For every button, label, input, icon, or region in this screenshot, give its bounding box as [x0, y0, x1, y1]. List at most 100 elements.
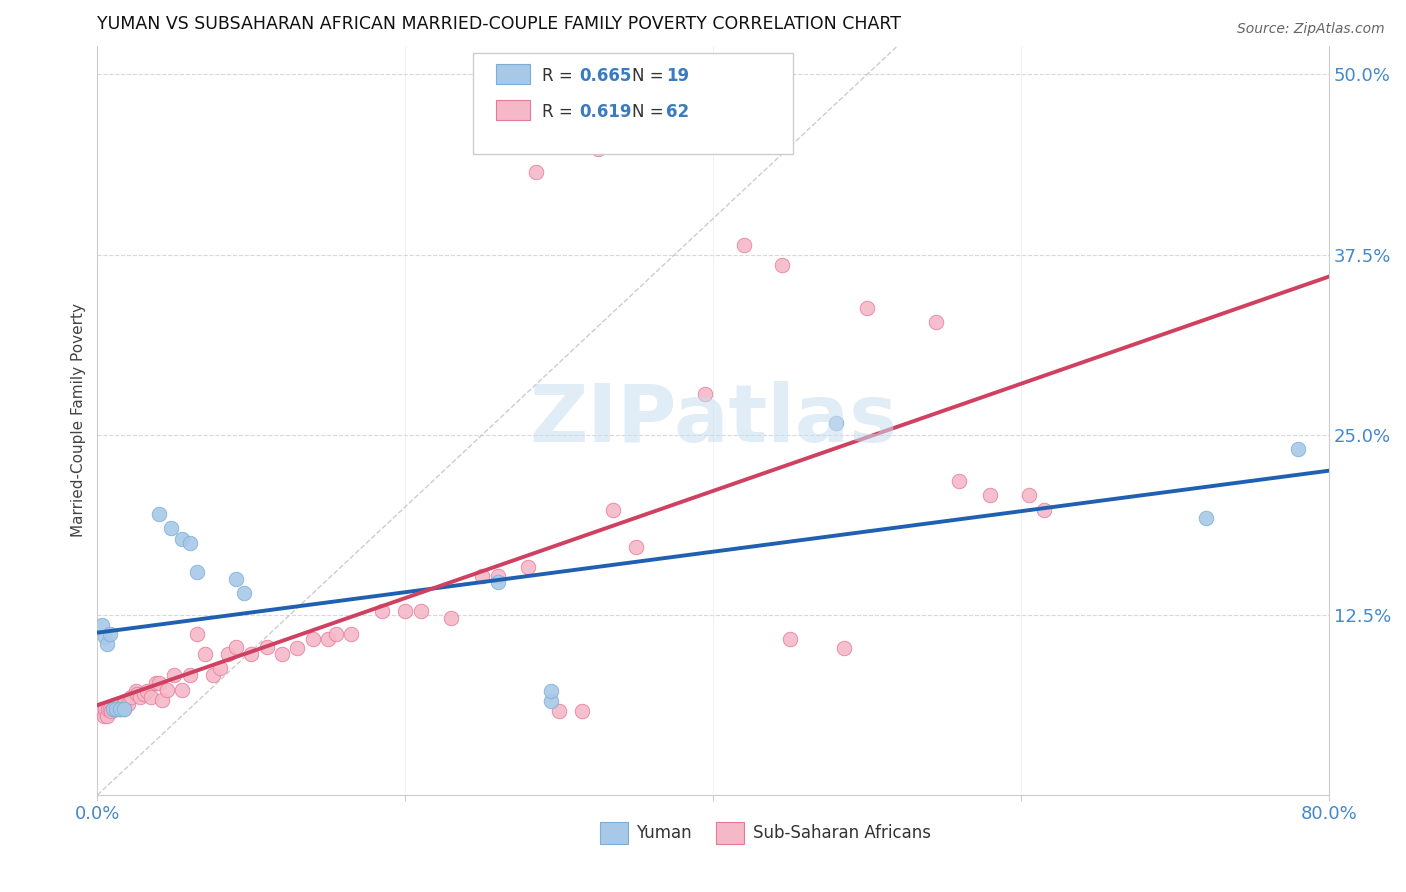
Point — [1018, 488, 1040, 502]
Point — [117, 698, 139, 712]
Point — [179, 536, 201, 550]
Point — [302, 632, 325, 647]
Point — [486, 574, 509, 589]
Text: R =: R = — [541, 67, 578, 85]
Point — [325, 626, 347, 640]
Point — [156, 682, 179, 697]
Point — [471, 569, 494, 583]
Point — [104, 701, 127, 715]
Point — [114, 694, 136, 708]
Point — [194, 647, 217, 661]
Point — [93, 708, 115, 723]
Point — [104, 701, 127, 715]
Point — [440, 611, 463, 625]
Text: Sub-Saharan Africans: Sub-Saharan Africans — [754, 824, 931, 842]
Point — [548, 705, 571, 719]
Point — [856, 301, 879, 315]
Point — [201, 668, 224, 682]
Point — [145, 675, 167, 690]
Point — [89, 705, 111, 719]
Point — [91, 701, 114, 715]
Text: 62: 62 — [666, 103, 689, 120]
Point — [96, 708, 118, 723]
Point — [209, 661, 232, 675]
Point — [98, 626, 121, 640]
Point — [517, 560, 540, 574]
Point — [96, 637, 118, 651]
Text: Yuman: Yuman — [636, 824, 692, 842]
Text: 0.665: 0.665 — [579, 67, 631, 85]
Point — [271, 647, 294, 661]
Text: 0.619: 0.619 — [579, 103, 631, 120]
Point — [540, 694, 562, 708]
Point — [163, 668, 186, 682]
Point — [170, 532, 193, 546]
Point — [240, 647, 263, 661]
Point — [371, 604, 394, 618]
Point — [225, 572, 247, 586]
Point — [110, 701, 132, 715]
Point — [101, 701, 124, 715]
Point — [108, 701, 131, 715]
Point — [232, 586, 254, 600]
Y-axis label: Married-Couple Family Poverty: Married-Couple Family Poverty — [72, 303, 86, 537]
Point — [91, 618, 114, 632]
Point — [1194, 511, 1216, 525]
Point — [1033, 502, 1056, 516]
Point — [111, 698, 134, 713]
Point — [94, 630, 117, 644]
Text: N =: N = — [631, 103, 669, 120]
Point — [186, 565, 208, 579]
Point — [94, 701, 117, 715]
Point — [832, 641, 855, 656]
Point — [779, 632, 801, 647]
Point — [105, 698, 128, 713]
Point — [141, 690, 163, 704]
Point — [948, 474, 970, 488]
Point — [150, 693, 173, 707]
Point — [217, 647, 239, 661]
Point — [103, 701, 125, 715]
Point — [602, 502, 624, 516]
Point — [409, 604, 432, 618]
Point — [127, 687, 149, 701]
Point — [394, 604, 416, 618]
Point — [225, 640, 247, 654]
Point — [571, 705, 593, 719]
Point — [97, 701, 120, 715]
Point — [101, 701, 124, 715]
Text: Source: ZipAtlas.com: Source: ZipAtlas.com — [1237, 22, 1385, 37]
Text: N =: N = — [631, 67, 669, 85]
Text: ZIPatlas: ZIPatlas — [529, 382, 897, 459]
Point — [148, 675, 170, 690]
Point — [179, 668, 201, 682]
FancyBboxPatch shape — [496, 100, 530, 120]
Point — [287, 641, 309, 656]
Point — [524, 165, 547, 179]
Point — [120, 690, 142, 704]
Point — [316, 632, 339, 647]
Point — [170, 682, 193, 697]
Point — [112, 701, 135, 715]
Point — [540, 684, 562, 698]
Point — [340, 626, 363, 640]
Text: R =: R = — [541, 103, 578, 120]
Point — [129, 690, 152, 704]
Point — [486, 569, 509, 583]
Point — [112, 701, 135, 715]
Point — [770, 258, 793, 272]
Point — [135, 684, 157, 698]
FancyBboxPatch shape — [472, 54, 793, 154]
Point — [186, 626, 208, 640]
Point — [256, 640, 278, 654]
Point — [695, 387, 717, 401]
Point — [925, 315, 948, 329]
Text: YUMAN VS SUBSAHARAN AFRICAN MARRIED-COUPLE FAMILY POVERTY CORRELATION CHART: YUMAN VS SUBSAHARAN AFRICAN MARRIED-COUP… — [97, 15, 901, 33]
Point — [624, 540, 647, 554]
Point — [825, 416, 848, 430]
Point — [733, 237, 755, 252]
Point — [586, 143, 609, 157]
Point — [160, 521, 183, 535]
FancyBboxPatch shape — [496, 63, 530, 84]
Point — [979, 488, 1001, 502]
